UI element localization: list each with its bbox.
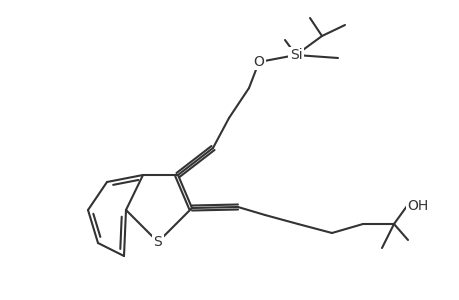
Text: OH: OH: [406, 199, 427, 213]
Text: S: S: [153, 235, 162, 249]
Text: Si: Si: [289, 48, 302, 62]
Text: O: O: [253, 55, 264, 69]
